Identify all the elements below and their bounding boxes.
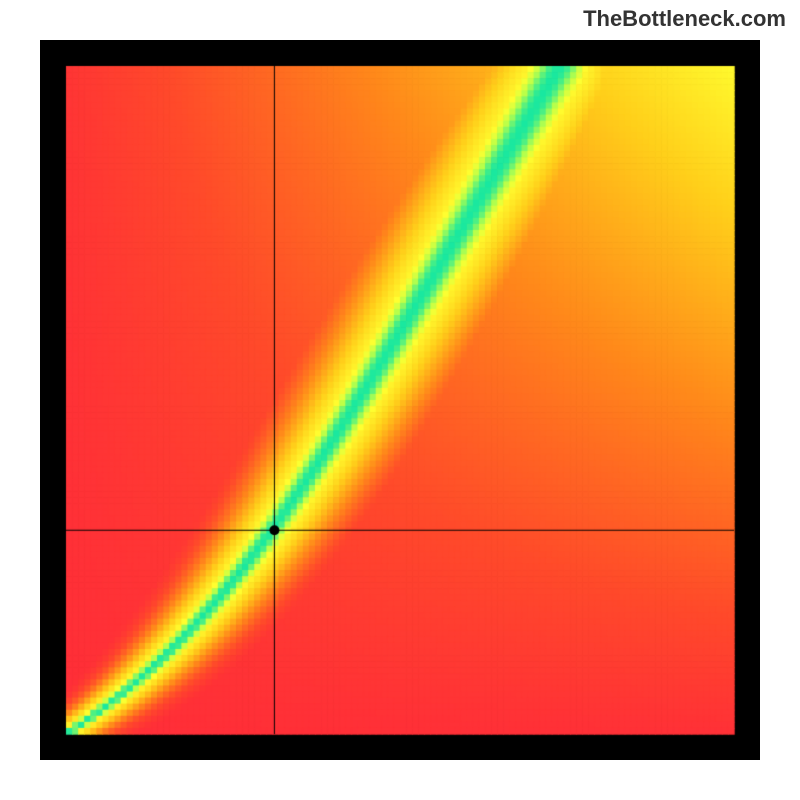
screenshot-wrapper: TheBottleneck.com — [0, 0, 800, 800]
attribution-text: TheBottleneck.com — [583, 6, 786, 32]
plot-frame — [40, 40, 760, 760]
bottleneck-heatmap — [40, 40, 760, 760]
